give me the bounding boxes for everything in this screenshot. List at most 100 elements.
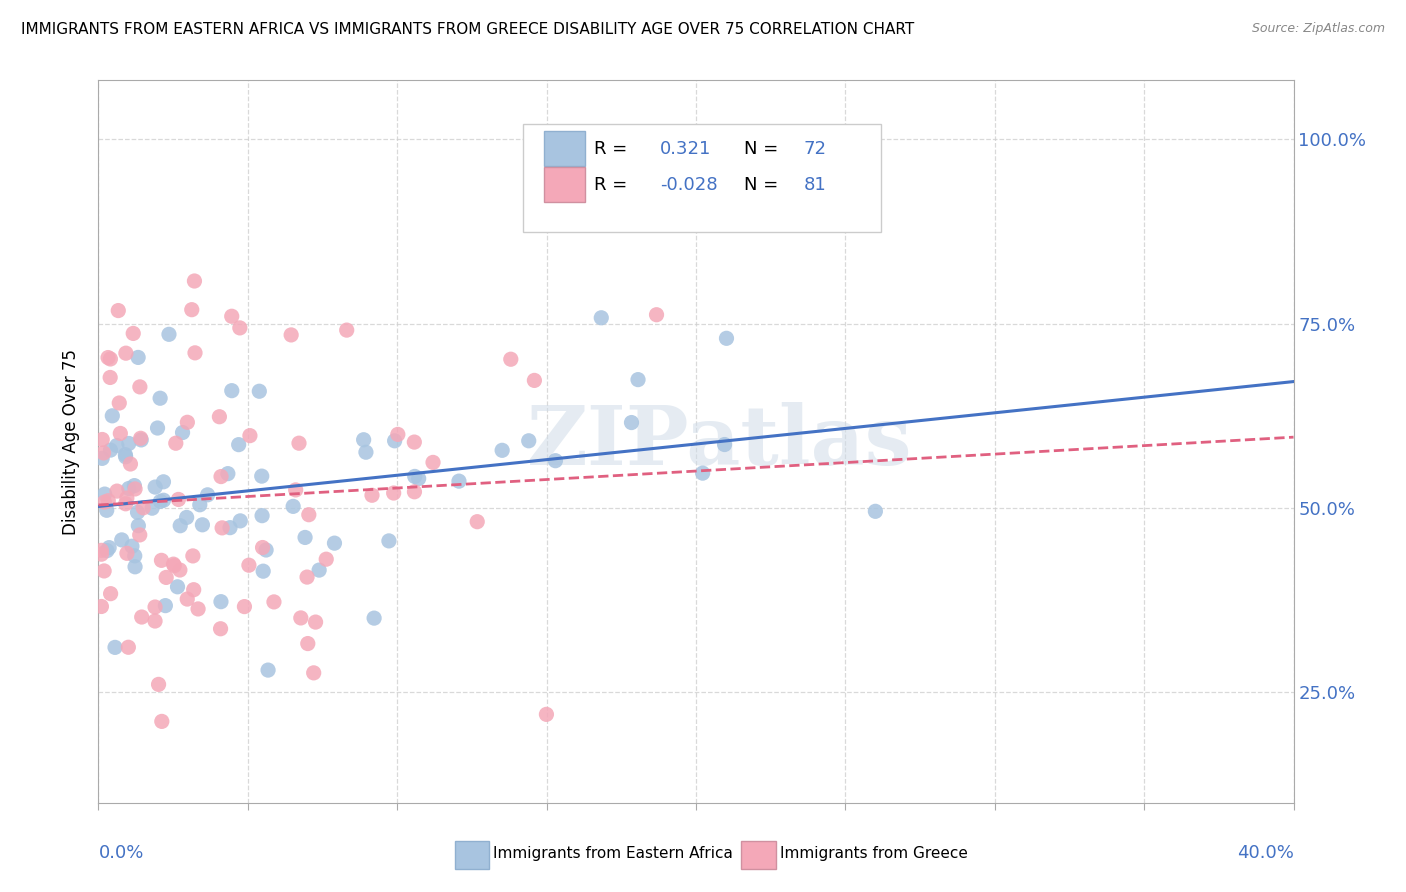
Point <box>239 428 262 442</box>
Point <box>105 438 128 452</box>
Point <box>361 488 384 502</box>
Point <box>404 469 426 483</box>
Point <box>150 553 173 567</box>
Point <box>101 409 124 423</box>
Text: -0.028: -0.028 <box>661 176 717 194</box>
Text: R =: R = <box>595 140 633 158</box>
Point <box>209 622 232 636</box>
Point <box>143 600 166 615</box>
FancyBboxPatch shape <box>741 841 776 870</box>
Point <box>288 436 311 450</box>
Point <box>692 466 714 480</box>
Point <box>114 450 136 464</box>
Point <box>228 437 250 451</box>
Point <box>363 611 385 625</box>
Point <box>252 541 274 555</box>
Point <box>188 498 211 512</box>
Text: N =: N = <box>744 176 783 194</box>
Point <box>167 492 190 507</box>
Point <box>208 409 231 424</box>
Point <box>865 504 887 518</box>
Point <box>155 599 177 613</box>
Point <box>150 714 173 729</box>
Point <box>114 448 136 462</box>
Point <box>129 433 152 447</box>
Point <box>523 373 546 387</box>
Point <box>354 445 377 459</box>
Point <box>155 570 177 584</box>
Point <box>187 602 209 616</box>
FancyBboxPatch shape <box>544 167 585 202</box>
Point <box>302 665 325 680</box>
Point <box>124 559 146 574</box>
Point <box>98 370 121 384</box>
Point <box>517 434 540 448</box>
Point <box>129 431 152 445</box>
Point <box>304 615 326 629</box>
Point <box>131 610 153 624</box>
Point <box>127 518 149 533</box>
Point <box>591 310 613 325</box>
Point <box>544 453 567 467</box>
Point <box>499 352 522 367</box>
Point <box>96 503 118 517</box>
Point <box>104 640 127 655</box>
Point <box>107 303 129 318</box>
Point <box>209 595 232 609</box>
Point <box>93 564 115 578</box>
Point <box>132 500 155 515</box>
Point <box>284 483 307 497</box>
Point <box>118 436 141 450</box>
Point <box>166 580 188 594</box>
Point <box>121 539 143 553</box>
Point <box>257 663 280 677</box>
Point <box>146 421 169 435</box>
Point <box>105 484 128 499</box>
Point <box>97 493 120 508</box>
Point <box>148 677 170 691</box>
Point <box>263 595 285 609</box>
Point <box>378 533 401 548</box>
Text: 0.0%: 0.0% <box>98 845 143 863</box>
Point <box>627 373 650 387</box>
Point <box>645 308 668 322</box>
Point <box>323 536 346 550</box>
Text: 72: 72 <box>804 140 827 158</box>
Point <box>294 531 316 545</box>
Point <box>238 558 260 573</box>
Point <box>96 543 118 558</box>
Point <box>221 384 243 398</box>
Point <box>254 543 277 558</box>
Point <box>124 478 146 492</box>
Point <box>91 451 114 466</box>
Point <box>90 599 112 614</box>
Point <box>117 640 139 655</box>
Point <box>128 380 150 394</box>
Point <box>111 533 134 547</box>
Point <box>295 570 318 584</box>
Point <box>252 564 274 578</box>
Text: ZIPatlas: ZIPatlas <box>527 401 912 482</box>
Point <box>91 433 114 447</box>
Point <box>422 455 444 469</box>
Point <box>124 482 146 496</box>
Point <box>250 508 273 523</box>
Point <box>172 425 194 440</box>
Text: R =: R = <box>595 176 633 194</box>
Point <box>336 323 359 337</box>
Point <box>281 500 304 514</box>
Point <box>115 491 138 505</box>
Point <box>157 327 180 342</box>
Point <box>290 611 312 625</box>
FancyBboxPatch shape <box>454 841 489 870</box>
Point <box>183 274 205 288</box>
Point <box>108 396 131 410</box>
Point <box>149 494 172 508</box>
Point <box>127 351 149 365</box>
Text: N =: N = <box>744 140 783 158</box>
Point <box>298 508 321 522</box>
Text: 40.0%: 40.0% <box>1237 845 1294 863</box>
Point <box>93 446 115 460</box>
Point <box>163 558 186 573</box>
Point <box>90 547 112 561</box>
